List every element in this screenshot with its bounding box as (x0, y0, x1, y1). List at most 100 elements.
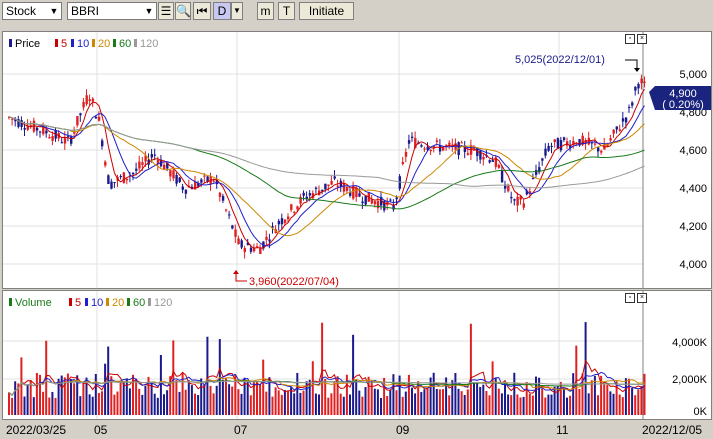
candle-body (497, 165, 501, 168)
volume-bar (225, 378, 227, 415)
candle-body (277, 220, 281, 225)
volume-bar (60, 375, 63, 415)
market-select[interactable]: Stock ▼ (2, 2, 62, 20)
candle-body (578, 139, 581, 146)
list-icon[interactable]: ☰ (158, 2, 174, 20)
candle-body (169, 170, 172, 177)
volume-bar (383, 377, 386, 415)
initiate-button[interactable]: Initiate (299, 2, 354, 20)
candle-body (435, 140, 439, 142)
candle-body (460, 142, 463, 144)
volume-bar (48, 397, 51, 415)
volume-bar (271, 396, 274, 415)
candle-body (631, 102, 634, 106)
candle-body (380, 196, 383, 206)
candle-body (73, 131, 76, 134)
volume-bar (628, 378, 630, 415)
candle-body (544, 148, 547, 156)
symbol-input[interactable]: BBRI ▼ (67, 2, 157, 20)
candle-body (66, 136, 70, 138)
candle-body (538, 167, 541, 173)
candle-body (556, 138, 560, 149)
legend-ma5: 5 (61, 38, 67, 50)
price-tick-label: 4,200 (679, 221, 707, 233)
candle-body (39, 131, 42, 133)
search-icon[interactable]: 🔍 (175, 2, 191, 20)
candle-body (494, 157, 498, 167)
tick-button[interactable]: T (278, 2, 295, 20)
volume-bar (566, 397, 568, 415)
candle-body (240, 240, 243, 248)
maximize-icon[interactable]: ▫ (625, 293, 635, 303)
candle-body (79, 113, 82, 116)
volume-bar (612, 393, 615, 415)
first-page-icon[interactable]: ⏮ (193, 2, 211, 20)
volume-bar (8, 392, 10, 415)
volume-bar (20, 357, 23, 415)
volume-bar (590, 380, 593, 415)
volume-bar (206, 336, 209, 415)
candle-body (606, 144, 609, 147)
candle-body (299, 196, 302, 204)
period-dropdown-icon[interactable]: ▼ (231, 2, 243, 20)
volume-bar (11, 397, 14, 415)
volume-bar (550, 394, 553, 415)
candle-body (321, 189, 324, 192)
candle-body (339, 180, 343, 187)
close-icon[interactable]: × (637, 34, 647, 44)
volume-bar (144, 385, 147, 415)
candle-body (283, 219, 287, 223)
volume-bar (79, 396, 82, 415)
x-label-05: 05 (94, 423, 108, 437)
candle-body (482, 156, 485, 160)
volume-bar (70, 379, 72, 415)
candle-body (476, 148, 479, 156)
candle-body (97, 116, 101, 121)
svg-text:10: 10 (91, 297, 103, 309)
candle-body (361, 201, 364, 204)
candle-body (302, 192, 305, 196)
candle-body (132, 172, 135, 175)
volume-bar (414, 393, 417, 415)
maximize-icon[interactable]: ▫ (625, 34, 635, 44)
chevron-down-icon[interactable]: ▼ (144, 6, 154, 16)
volume-bar (194, 393, 196, 415)
candle-body (141, 162, 144, 165)
minute-button[interactable]: m (257, 2, 274, 20)
volume-bar (643, 373, 646, 415)
price-tick-label: 4,000 (679, 259, 707, 271)
volume-bar (293, 393, 296, 415)
volume-bar (420, 392, 423, 415)
candle-body (125, 178, 129, 181)
volume-bar (76, 375, 79, 415)
volume-bar (178, 391, 181, 415)
volume-bar (39, 374, 41, 415)
candle-body (597, 147, 600, 152)
volume-bar (497, 388, 500, 415)
volume-bar (603, 384, 606, 415)
chevron-down-icon[interactable]: ▼ (49, 6, 59, 16)
volume-bar (621, 397, 624, 415)
volume-bar (581, 373, 584, 415)
candle-body (187, 185, 191, 188)
period-daily-button[interactable]: D (213, 2, 231, 20)
volume-bar (429, 377, 432, 415)
candle-body (35, 127, 39, 131)
volume-bar (221, 379, 224, 415)
candle-body (519, 196, 522, 200)
candle-body (640, 78, 643, 84)
volume-bar (203, 385, 206, 415)
close-icon[interactable]: × (637, 293, 647, 303)
candle-body (488, 160, 491, 163)
volume-chart[interactable]: Volume 5 10 20 60 120 4,000K 2,000K 0K (3, 291, 711, 419)
volume-bar (280, 394, 283, 415)
volume-bar (215, 385, 218, 415)
symbol-value: BBRI (71, 4, 100, 18)
candle-body (414, 138, 417, 148)
candle-body (122, 172, 126, 184)
candle-body (389, 199, 392, 201)
candle-body (29, 125, 33, 128)
volume-bar (237, 389, 240, 415)
candle-body (308, 193, 312, 196)
